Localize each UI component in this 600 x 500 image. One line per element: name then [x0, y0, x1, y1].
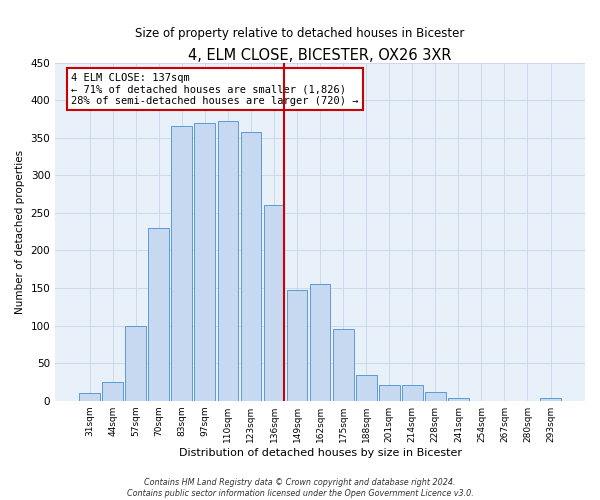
Bar [263, 206, 284, 400]
Bar [172, 126, 192, 400]
Bar [125, 326, 146, 400]
Bar [194, 122, 215, 400]
Bar [218, 121, 238, 400]
Bar [333, 328, 353, 400]
X-axis label: Distribution of detached houses by size in Bicester: Distribution of detached houses by size … [179, 448, 461, 458]
Bar [356, 375, 377, 400]
Text: 4 ELM CLOSE: 137sqm
← 71% of detached houses are smaller (1,826)
28% of semi-det: 4 ELM CLOSE: 137sqm ← 71% of detached ho… [71, 72, 359, 106]
Bar [287, 290, 307, 401]
Bar [448, 398, 469, 400]
Bar [540, 398, 561, 400]
Bar [402, 385, 422, 400]
Bar [79, 393, 100, 400]
Title: 4, ELM CLOSE, BICESTER, OX26 3XR: 4, ELM CLOSE, BICESTER, OX26 3XR [188, 48, 452, 62]
Bar [310, 284, 331, 401]
Bar [379, 385, 400, 400]
Bar [102, 382, 123, 400]
Bar [425, 392, 446, 400]
Bar [148, 228, 169, 400]
Text: Contains HM Land Registry data © Crown copyright and database right 2024.
Contai: Contains HM Land Registry data © Crown c… [127, 478, 473, 498]
Bar [241, 132, 262, 400]
Y-axis label: Number of detached properties: Number of detached properties [15, 150, 25, 314]
Text: Size of property relative to detached houses in Bicester: Size of property relative to detached ho… [136, 28, 464, 40]
